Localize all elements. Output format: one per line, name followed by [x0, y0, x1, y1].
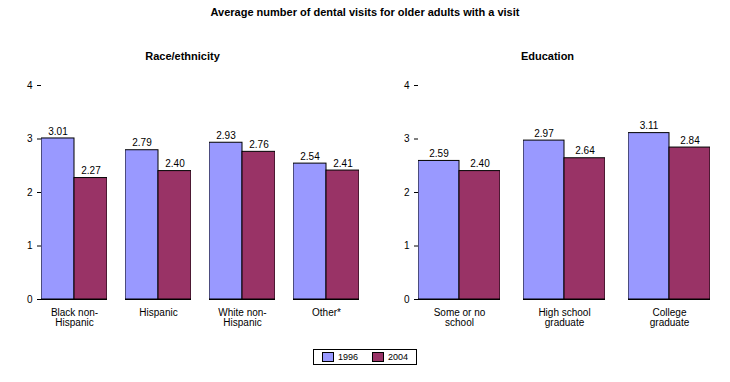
svg-text:Some or noschool: Some or noschool — [434, 307, 486, 328]
svg-text:2.59: 2.59 — [429, 148, 449, 159]
svg-text:0: 0 — [27, 294, 33, 305]
svg-text:4: 4 — [27, 80, 33, 91]
html-text:Race/ethnicity: Race/ethnicity — [145, 50, 220, 62]
html-text:Education: Education — [520, 50, 575, 62]
svg-text:2: 2 — [404, 187, 410, 198]
html-text:1996: 1996 — [338, 352, 358, 362]
svg-text:3.11: 3.11 — [640, 120, 659, 131]
svg-text:2.40: 2.40 — [470, 158, 490, 169]
svg-text:2.93: 2.93 — [216, 130, 236, 141]
svg-text:2.76: 2.76 — [249, 139, 269, 150]
svg-text:1: 1 — [27, 240, 33, 251]
html-text:Average number of dental visit: Average number of dental visits for olde… — [210, 6, 520, 18]
svg-text:Black non-Hispanic: Black non-Hispanic — [51, 307, 98, 328]
svg-text:2.41: 2.41 — [333, 158, 353, 169]
svg-text:4: 4 — [404, 80, 410, 91]
html-text:2004: 2004 — [388, 352, 408, 362]
svg-text:0: 0 — [404, 294, 410, 305]
svg-text:Hispanic: Hispanic — [139, 307, 177, 318]
svg-text:2: 2 — [27, 187, 33, 198]
svg-text:3.01: 3.01 — [48, 126, 68, 137]
svg-text:White non-Hispanic: White non-Hispanic — [218, 307, 266, 328]
svg-text:Collegegraduate: Collegegraduate — [650, 307, 690, 328]
svg-text:3: 3 — [27, 133, 33, 144]
svg-text:2.54: 2.54 — [300, 151, 320, 162]
svg-text:2.84: 2.84 — [680, 135, 700, 146]
svg-text:2.40: 2.40 — [165, 158, 185, 169]
svg-text:1: 1 — [404, 240, 410, 251]
svg-text:3: 3 — [404, 133, 410, 144]
svg-text:High schoolgraduate: High schoolgraduate — [538, 307, 590, 328]
svg-text:2.97: 2.97 — [534, 128, 554, 139]
svg-text:2.27: 2.27 — [81, 165, 101, 176]
svg-text:Other*: Other* — [312, 307, 341, 318]
svg-text:2.64: 2.64 — [575, 145, 595, 156]
svg-text:2.79: 2.79 — [132, 137, 152, 148]
